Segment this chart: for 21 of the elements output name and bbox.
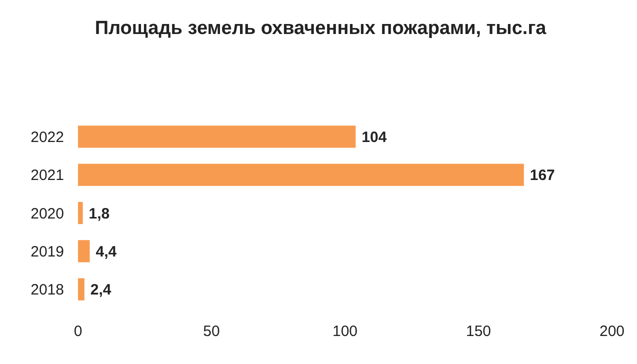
- x-tick-label: 0: [74, 323, 82, 340]
- x-tick-label: 150: [466, 323, 492, 340]
- data-label: 104: [362, 128, 388, 146]
- bar: [78, 240, 90, 262]
- data-label: 4,4: [96, 243, 118, 260]
- y-tick-label: 2022: [30, 128, 64, 146]
- y-tick-label: 2020: [30, 205, 64, 222]
- y-tick-label: 2021: [30, 167, 64, 184]
- x-tick-label: 100: [332, 323, 358, 340]
- y-tick-label: 2018: [30, 282, 64, 299]
- bar: [78, 126, 356, 148]
- bar: [78, 278, 84, 300]
- data-label: 167: [530, 167, 555, 184]
- data-label: 2,4: [90, 282, 112, 299]
- x-tick-label: 200: [599, 323, 625, 340]
- data-label: 1,8: [88, 205, 110, 222]
- bar: [78, 202, 83, 224]
- x-tick-label: 50: [203, 323, 220, 340]
- bar: [78, 164, 524, 186]
- y-tick-label: 2019: [30, 243, 64, 260]
- chart-title: Площадь земель охваченных пожарами, тыс.га: [94, 18, 547, 39]
